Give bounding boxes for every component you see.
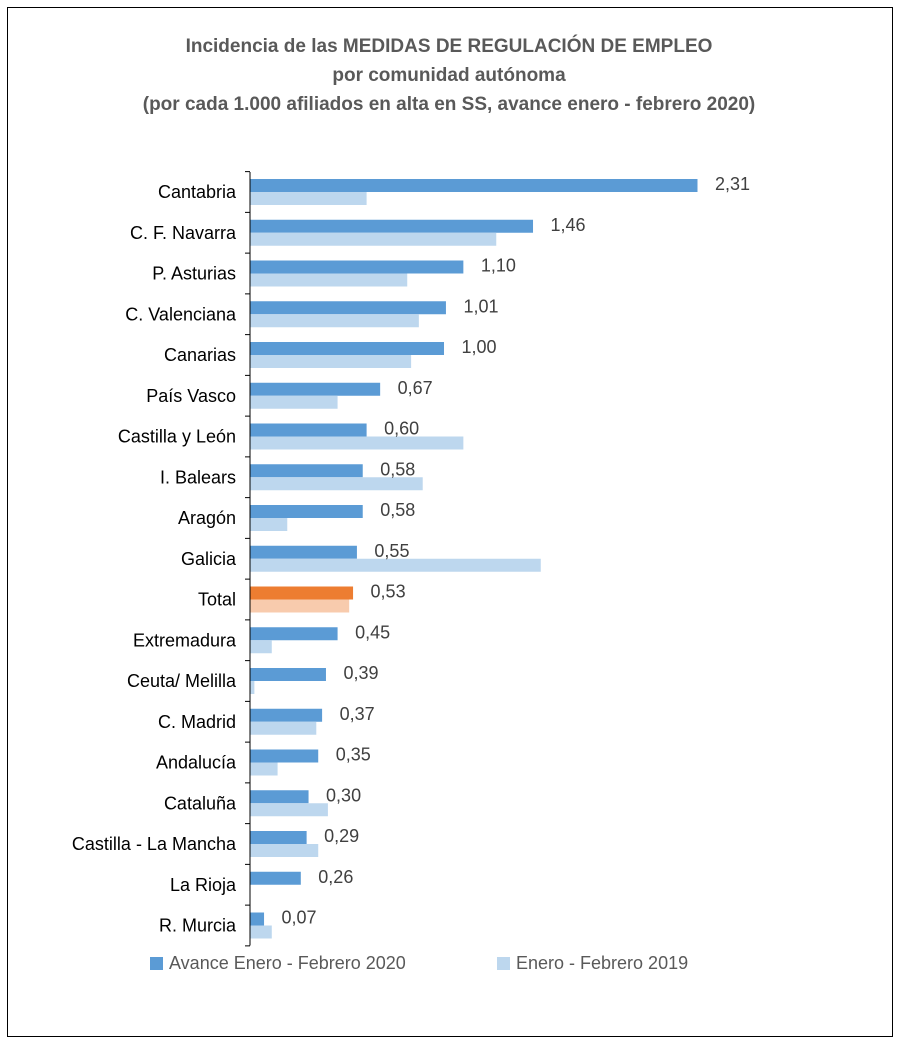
bar-la-rioja-2020 [250, 871, 301, 885]
category-label-canarias: Canarias [164, 345, 236, 365]
value-label-ceuta-melilla: 0,39 [343, 663, 378, 683]
value-label-pais-vasco: 0,67 [398, 378, 433, 398]
category-label-r-murcia: R. Murcia [159, 916, 237, 936]
legend-item-2019: Enero - Febrero 2019 [497, 953, 688, 974]
category-label-aragon: Aragón [178, 508, 236, 528]
bar-extremadura-2020 [250, 627, 338, 641]
bar-c-madrid-2020 [250, 708, 323, 722]
legend-swatch-2020 [150, 957, 163, 970]
bar-ceuta-melilla-2020 [250, 668, 326, 681]
bar-andalucia-2020 [250, 749, 319, 763]
value-label-cantabria: 2,31 [715, 174, 750, 194]
bar-pais-vasco-2019 [250, 395, 338, 409]
category-label-cataluna: Cataluña [164, 793, 237, 813]
bar-c-valenciana-2019 [250, 314, 419, 328]
category-label-castilla-la-mancha: Castilla - La Mancha [72, 834, 237, 854]
value-label-galicia: 0,55 [374, 541, 409, 561]
bar-pais-vasco-2020 [250, 382, 381, 396]
bar-r-murcia-2019 [250, 925, 272, 939]
value-label-castilla-la-mancha: 0,29 [324, 826, 359, 846]
bar-total-2020 [250, 586, 354, 600]
value-label-canarias: 1,00 [462, 337, 497, 357]
chart-title-line-2: por comunidad autónoma [332, 65, 566, 86]
value-label-la-rioja: 0,26 [318, 867, 353, 887]
bar-andalucia-2019 [250, 762, 278, 776]
chart-legend: Avance Enero - Febrero 2020 Enero - Febr… [0, 953, 898, 983]
category-label-la-rioja: La Rioja [170, 875, 237, 895]
legend-item-2020: Avance Enero - Febrero 2020 [150, 953, 406, 974]
legend-label-2019: Enero - Febrero 2019 [516, 953, 689, 973]
bar-c-f-navarra-2020 [250, 219, 534, 233]
bar-i-balears-2020 [250, 464, 363, 478]
bar-cataluna-2020 [250, 790, 309, 804]
bar-cataluna-2019 [250, 803, 328, 817]
bar-canarias-2019 [250, 355, 412, 368]
chart-title-line-1: Incidencia de las MEDIDAS DE REGULACIÓN … [185, 36, 713, 57]
bar-aragon-2019 [250, 518, 288, 531]
bar-total-2019 [250, 599, 350, 613]
category-label-andalucia: Andalucía [156, 753, 237, 773]
bar-castilla-y-leon-2020 [250, 423, 367, 437]
chart-title: Incidencia de las MEDIDAS DE REGULACIÓN … [0, 32, 898, 119]
value-label-aragon: 0,58 [380, 500, 415, 520]
value-label-extremadura: 0,45 [355, 622, 390, 642]
bar-c-valenciana-2020 [250, 301, 446, 315]
bar-canarias-2020 [250, 342, 445, 355]
bar-castilla-y-leon-2019 [250, 436, 464, 450]
category-label-castilla-y-leon: Castilla y León [118, 427, 236, 447]
value-label-andalucia: 0,35 [336, 745, 371, 765]
chart-title-line-3: (por cada 1.000 afiliados en alta en SS,… [142, 94, 756, 115]
bar-c-madrid-2019 [250, 721, 317, 735]
value-label-c-valenciana: 1,01 [463, 296, 498, 316]
value-label-castilla-y-leon: 0,60 [384, 419, 419, 439]
value-label-total: 0,53 [371, 582, 406, 602]
value-label-cataluna: 0,30 [326, 785, 361, 805]
category-label-ceuta-melilla: Ceuta/ Melilla [127, 671, 237, 691]
category-label-c-madrid: C. Madrid [158, 712, 236, 732]
category-label-cantabria: Cantabria [158, 182, 237, 202]
bar-r-murcia-2020 [250, 912, 265, 926]
category-label-p-asturias: P. Asturias [152, 264, 236, 284]
bar-c-f-navarra-2019 [250, 232, 497, 246]
bar-p-asturias-2020 [250, 260, 464, 274]
chart-frame [7, 7, 893, 1037]
bar-aragon-2020 [250, 505, 363, 518]
category-label-total: Total [198, 590, 236, 610]
bar-cantabria-2020 [250, 179, 698, 192]
bar-castilla-la-mancha-2019 [250, 844, 319, 857]
category-label-c-f-navarra: C. F. Navarra [130, 223, 237, 243]
value-label-p-asturias: 1,10 [481, 256, 516, 276]
value-label-r-murcia: 0,07 [282, 908, 317, 928]
bar-galicia-2019 [250, 558, 541, 572]
bar-castilla-la-mancha-2020 [250, 831, 307, 844]
category-label-galicia: Galicia [181, 549, 237, 569]
category-label-c-valenciana: C. Valenciana [125, 304, 237, 324]
legend-label-2020: Avance Enero - Febrero 2020 [169, 953, 406, 973]
bar-ceuta-melilla-2019 [250, 681, 255, 694]
bar-i-balears-2019 [250, 477, 423, 491]
bar-p-asturias-2019 [250, 273, 408, 287]
value-label-c-f-navarra: 1,46 [551, 215, 586, 235]
bar-galicia-2020 [250, 545, 357, 559]
bar-extremadura-2019 [250, 640, 272, 654]
category-label-pais-vasco: País Vasco [146, 386, 236, 406]
legend-swatch-2019 [497, 957, 510, 970]
category-label-i-balears: I. Balears [160, 467, 236, 487]
category-label-extremadura: Extremadura [133, 630, 237, 650]
value-label-i-balears: 0,58 [380, 459, 415, 479]
value-label-c-madrid: 0,37 [340, 704, 375, 724]
bar-cantabria-2019 [250, 192, 367, 205]
